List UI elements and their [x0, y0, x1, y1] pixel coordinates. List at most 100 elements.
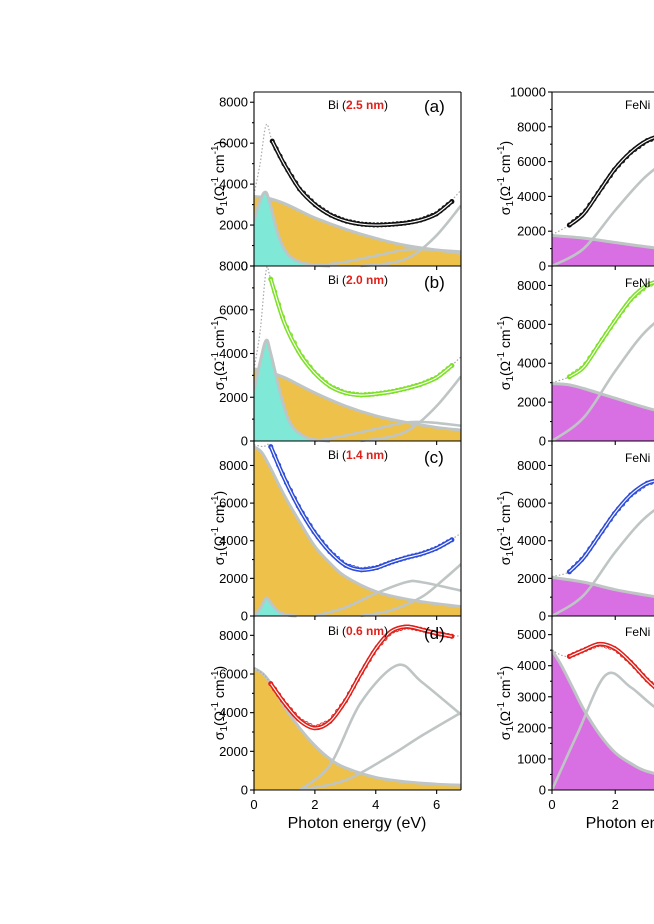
exp-point: [297, 186, 303, 192]
ytick-label: 0: [539, 609, 546, 624]
ytick-label: 2000: [219, 744, 248, 759]
drude-edge-e: [552, 234, 654, 250]
ylabel-e: σ1(Ω-1 cm-1): [496, 141, 516, 215]
exp-point: [648, 680, 654, 687]
exp-point: [636, 668, 642, 674]
exp-point: [620, 158, 626, 164]
ytick-label: 2000: [219, 218, 248, 233]
ytick-label: 0: [241, 259, 248, 274]
exp-point: [595, 534, 601, 540]
exp-point: [366, 657, 372, 663]
exp-point: [587, 355, 593, 361]
ytick-label: 8000: [219, 95, 248, 110]
exp-point: [300, 190, 307, 196]
exp-point: [295, 716, 301, 722]
envelope-f: [552, 281, 654, 384]
exp-point: [636, 289, 642, 295]
ytick-label: 6000: [517, 496, 546, 511]
ytick-label: 4000: [517, 658, 546, 673]
exp-point: [307, 364, 313, 370]
exp-point: [441, 205, 447, 211]
axes-d: 0 2000 4000 6000 8000 0 2 4 6: [219, 615, 462, 812]
exp-point: [433, 545, 439, 552]
svg-text:σ1(Ω-1 cm-1): σ1(Ω-1 cm-1): [496, 316, 516, 390]
xtick-label: 2: [612, 797, 619, 812]
panel-letter-d: (d): [424, 624, 445, 643]
exp-point: [575, 650, 581, 656]
exp-point: [273, 146, 279, 152]
panel-title-f: FeNi: [625, 276, 650, 290]
exp-point: [374, 644, 380, 650]
drude-area-c: [254, 446, 461, 616]
exp-point: [335, 556, 341, 562]
exp-markers-c: [268, 444, 455, 573]
exp-point: [607, 325, 613, 331]
exp-point: [382, 635, 388, 641]
panel-g: [552, 478, 654, 618]
exp-point: [437, 372, 443, 378]
exp-point: [628, 492, 634, 498]
exp-point: [632, 146, 638, 152]
ytick-label: 4000: [219, 346, 248, 361]
exp-point: [640, 672, 646, 679]
drude-edge-g: [552, 575, 654, 598]
ytick-label: 8000: [517, 458, 546, 473]
ytick-label: 1000: [517, 751, 546, 766]
fit-line-c: [270, 446, 453, 571]
lorentz-curve-a-1: [360, 204, 461, 268]
panel-title-h: FeNi: [625, 625, 650, 639]
ytick-label: 6000: [219, 302, 248, 317]
exp-data-f: [567, 280, 654, 379]
exp-point: [611, 645, 617, 651]
ytick-label: 5000: [517, 627, 546, 642]
exp-point: [319, 539, 325, 545]
ytick-label: 8000: [219, 458, 248, 473]
exp-point: [346, 691, 353, 697]
exp-point: [583, 552, 589, 558]
panel-d: [254, 624, 461, 790]
exp-point: [607, 517, 613, 523]
exp-point: [315, 373, 321, 379]
ylabel-a: σ1(Ω-1 cm-1): [210, 141, 230, 215]
exp-point: [324, 210, 330, 216]
exp-point: [339, 703, 345, 709]
exp-point: [331, 713, 337, 720]
exp-point: [283, 702, 290, 708]
xlabel-right: Photon energy (eV): [586, 815, 654, 832]
drude-edge-c: [254, 445, 461, 609]
lorentz-curve-d-1: [299, 711, 461, 790]
lorentz-curve-g-0: [552, 508, 654, 618]
exp-point: [445, 539, 451, 545]
exp-point: [583, 646, 589, 652]
panel-title-a: Bi (2.5 nm): [328, 98, 388, 112]
panel-title-c: Bi (1.4 nm): [328, 448, 388, 462]
lorentz-curve-a-0: [314, 247, 461, 268]
axes-h: 0 1000 2000 3000 4000 5000 0 2: [517, 615, 654, 812]
exp-point: [595, 343, 601, 349]
exp-point: [449, 362, 455, 369]
panel-e: [552, 135, 654, 268]
exp-point: [570, 652, 577, 658]
xtick-label: 4: [372, 797, 379, 812]
ytick-label: 0: [539, 783, 546, 798]
exp-point: [591, 349, 597, 355]
ylabel-g: σ1(Ω-1 cm-1): [496, 491, 516, 565]
exp-point: [327, 718, 333, 725]
exp-point: [276, 692, 282, 698]
exp-point: [566, 653, 572, 659]
exp-point: [632, 293, 638, 299]
ylabel-h: σ1(Ω-1 cm-1): [496, 666, 516, 740]
exp-point: [378, 640, 384, 646]
exp-point: [628, 149, 634, 155]
fit-line-e: [569, 137, 654, 226]
exp-point: [628, 296, 634, 303]
lorentz-curve-c-1: [360, 563, 461, 618]
ytick-label: 2000: [517, 224, 546, 239]
exp-point: [599, 184, 605, 190]
exp-point: [386, 631, 392, 637]
exp-point: [575, 561, 581, 567]
svg-text:σ1(Ω-1 cm-1): σ1(Ω-1 cm-1): [210, 491, 230, 565]
exp-point: [566, 222, 572, 228]
ytick-label: 8000: [219, 259, 248, 274]
drude-area-g: [552, 577, 654, 616]
